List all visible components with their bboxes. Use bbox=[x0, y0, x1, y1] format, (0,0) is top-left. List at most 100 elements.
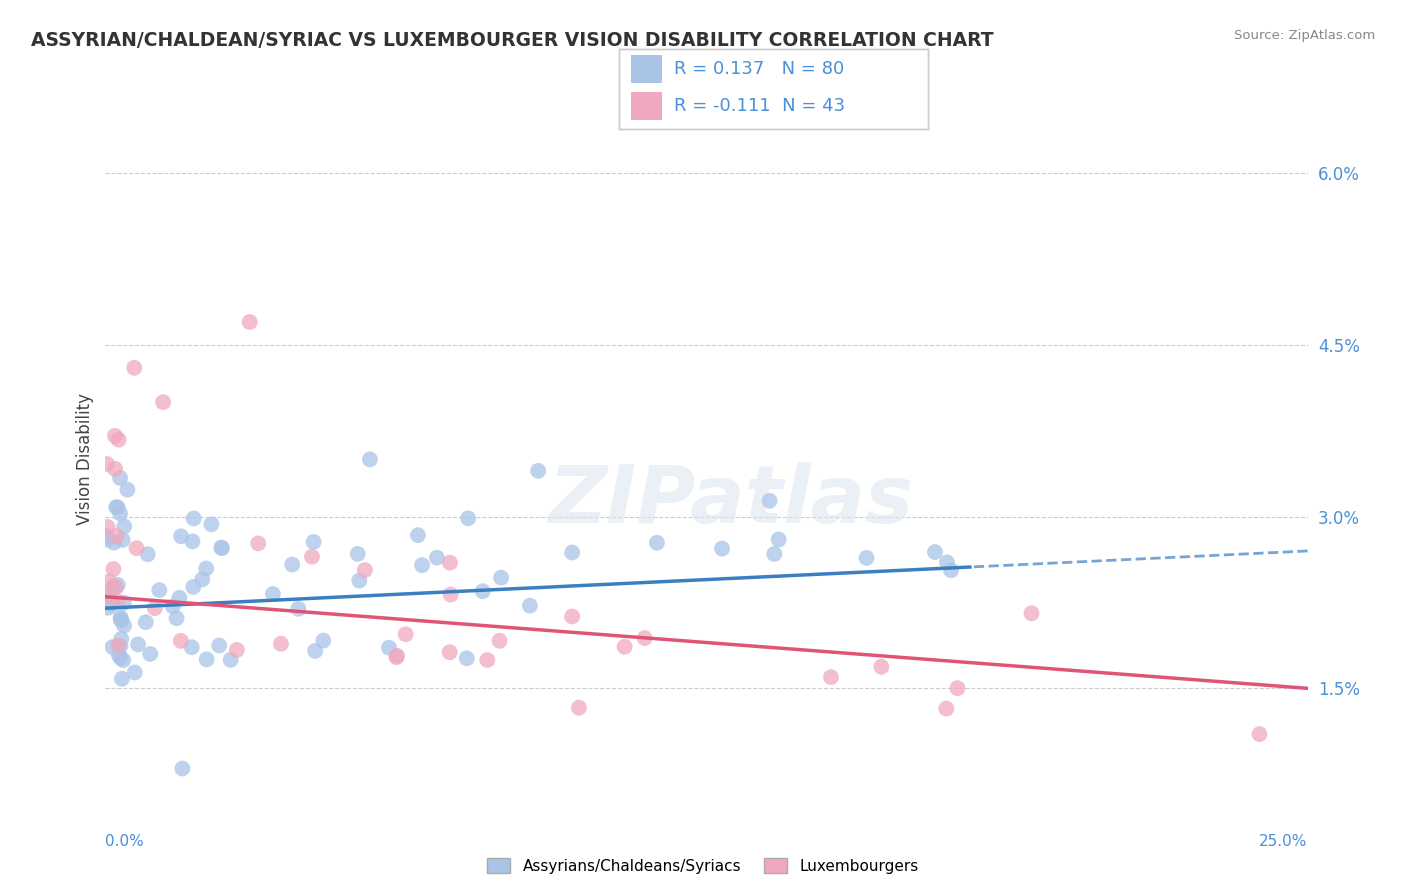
Point bbox=[645, 535, 668, 549]
Point bbox=[1249, 727, 1271, 741]
Point bbox=[96, 533, 118, 547]
Point bbox=[110, 632, 132, 646]
Point bbox=[117, 483, 139, 497]
Point bbox=[820, 670, 842, 684]
Point bbox=[385, 650, 408, 665]
Point bbox=[768, 533, 790, 547]
Point bbox=[346, 547, 368, 561]
Point bbox=[439, 556, 461, 570]
Point bbox=[112, 653, 135, 667]
Text: R = -0.111  N = 43: R = -0.111 N = 43 bbox=[675, 97, 845, 115]
Point bbox=[107, 578, 129, 592]
Point bbox=[148, 582, 170, 597]
Text: ASSYRIAN/CHALDEAN/SYRIAC VS LUXEMBOURGER VISION DISABILITY CORRELATION CHART: ASSYRIAN/CHALDEAN/SYRIAC VS LUXEMBOURGER… bbox=[31, 31, 994, 50]
Point bbox=[97, 600, 120, 615]
Point bbox=[395, 627, 418, 641]
Point bbox=[711, 541, 734, 556]
Point bbox=[225, 643, 247, 657]
Point bbox=[946, 681, 969, 696]
Point bbox=[104, 580, 127, 594]
Point bbox=[568, 700, 591, 714]
Point bbox=[208, 639, 231, 653]
Point bbox=[172, 762, 194, 776]
Point bbox=[152, 395, 174, 409]
Point bbox=[924, 545, 946, 559]
Point bbox=[162, 599, 184, 614]
Point bbox=[108, 648, 131, 662]
Point bbox=[411, 558, 433, 573]
Point bbox=[107, 500, 129, 515]
Point bbox=[281, 558, 304, 572]
Point bbox=[127, 637, 149, 651]
Text: R = 0.137   N = 80: R = 0.137 N = 80 bbox=[675, 60, 845, 78]
Point bbox=[561, 545, 583, 559]
Point bbox=[477, 653, 499, 667]
Point bbox=[112, 596, 135, 610]
Point bbox=[270, 637, 292, 651]
Point bbox=[170, 633, 193, 648]
Point bbox=[125, 541, 148, 556]
Point bbox=[108, 471, 131, 485]
Point bbox=[103, 580, 125, 594]
Point bbox=[111, 672, 134, 686]
Point bbox=[110, 651, 132, 665]
Point bbox=[139, 647, 162, 661]
Point bbox=[855, 551, 877, 566]
Point bbox=[349, 574, 371, 588]
Point bbox=[96, 588, 118, 602]
Point bbox=[287, 602, 309, 616]
Point bbox=[181, 534, 204, 549]
Point bbox=[561, 609, 583, 624]
Point bbox=[304, 644, 326, 658]
Point bbox=[489, 571, 512, 585]
Point bbox=[143, 601, 166, 615]
Point bbox=[209, 541, 232, 555]
Point bbox=[519, 599, 541, 613]
Point bbox=[426, 550, 449, 565]
Point bbox=[262, 587, 284, 601]
Point bbox=[110, 610, 132, 624]
Point bbox=[870, 659, 893, 673]
Point bbox=[219, 653, 242, 667]
Point bbox=[110, 613, 132, 627]
Point bbox=[96, 457, 118, 471]
Point bbox=[488, 633, 510, 648]
Point bbox=[101, 597, 124, 611]
Point bbox=[112, 618, 135, 632]
Point bbox=[108, 506, 131, 520]
Point bbox=[103, 535, 125, 549]
Point bbox=[169, 591, 191, 605]
Point bbox=[181, 580, 204, 594]
Point bbox=[98, 586, 121, 600]
Bar bbox=[631, 55, 662, 83]
Point bbox=[183, 511, 205, 525]
Point bbox=[456, 651, 478, 665]
Point bbox=[527, 464, 550, 478]
Point bbox=[634, 631, 657, 645]
Point bbox=[939, 563, 962, 577]
Point bbox=[96, 529, 118, 543]
Point bbox=[110, 639, 132, 653]
Point bbox=[758, 493, 780, 508]
Point bbox=[166, 611, 188, 625]
Text: 25.0%: 25.0% bbox=[1260, 834, 1308, 848]
Point bbox=[457, 511, 479, 525]
Legend: Assyrians/Chaldeans/Syriacs, Luxembourgers: Assyrians/Chaldeans/Syriacs, Luxembourge… bbox=[481, 852, 925, 880]
Point bbox=[200, 517, 222, 532]
Point bbox=[170, 529, 193, 543]
Point bbox=[104, 429, 127, 443]
Point bbox=[110, 614, 132, 628]
Point bbox=[312, 633, 335, 648]
Point bbox=[613, 640, 636, 654]
Point bbox=[103, 562, 125, 576]
Point bbox=[124, 665, 146, 680]
Point bbox=[211, 541, 233, 555]
Point bbox=[104, 462, 127, 476]
Point bbox=[239, 315, 262, 329]
Point bbox=[96, 520, 118, 534]
Point bbox=[301, 549, 323, 564]
Y-axis label: Vision Disability: Vision Disability bbox=[76, 393, 94, 525]
Point bbox=[406, 528, 429, 542]
Point bbox=[378, 640, 401, 655]
Point bbox=[359, 452, 381, 467]
